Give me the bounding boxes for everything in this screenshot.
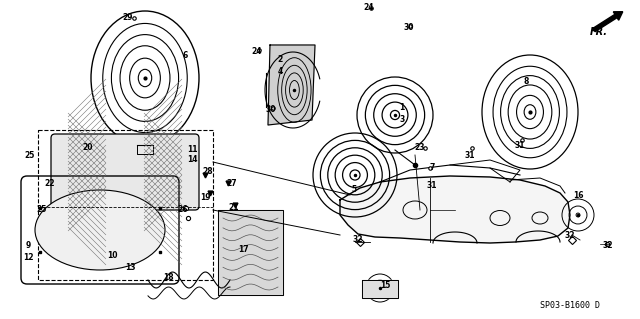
Text: 19: 19 xyxy=(200,194,211,203)
Text: 25: 25 xyxy=(25,151,35,160)
Polygon shape xyxy=(340,176,570,243)
Text: 17: 17 xyxy=(237,246,248,255)
Bar xyxy=(38,130,213,280)
Text: 21: 21 xyxy=(228,203,239,211)
Text: 7: 7 xyxy=(429,164,435,173)
Text: 24: 24 xyxy=(252,48,262,56)
Text: 30: 30 xyxy=(266,106,276,115)
Text: 8: 8 xyxy=(524,78,529,86)
Text: 31: 31 xyxy=(465,151,476,160)
Text: 27: 27 xyxy=(227,179,237,188)
Text: 23: 23 xyxy=(415,144,425,152)
Text: 9: 9 xyxy=(26,241,31,249)
Text: 3: 3 xyxy=(399,115,404,124)
Text: 4: 4 xyxy=(277,68,283,77)
Text: 32: 32 xyxy=(603,241,613,249)
FancyBboxPatch shape xyxy=(51,134,199,210)
Text: 32: 32 xyxy=(353,235,364,244)
Text: 11: 11 xyxy=(187,145,197,154)
Text: 12: 12 xyxy=(23,254,33,263)
Text: 31: 31 xyxy=(515,140,525,150)
Text: 25: 25 xyxy=(37,205,47,214)
Text: 31: 31 xyxy=(427,181,437,189)
Text: 5: 5 xyxy=(351,186,356,195)
Text: 2: 2 xyxy=(277,56,283,64)
Text: 13: 13 xyxy=(125,263,135,272)
Polygon shape xyxy=(268,45,315,125)
Text: 1: 1 xyxy=(399,103,404,113)
FancyArrow shape xyxy=(593,12,623,32)
Text: 14: 14 xyxy=(187,155,197,165)
Text: 22: 22 xyxy=(45,179,55,188)
Polygon shape xyxy=(218,210,283,295)
Text: 32: 32 xyxy=(564,231,575,240)
Text: 28: 28 xyxy=(203,167,213,176)
Text: 20: 20 xyxy=(83,144,93,152)
Text: 30: 30 xyxy=(404,24,414,33)
Text: 6: 6 xyxy=(182,50,188,60)
Text: 29: 29 xyxy=(123,13,133,23)
Text: 10: 10 xyxy=(107,251,117,261)
Text: 26: 26 xyxy=(178,205,188,214)
Text: SP03-B1600 D: SP03-B1600 D xyxy=(540,300,600,309)
Text: 15: 15 xyxy=(380,280,390,290)
Text: FR.: FR. xyxy=(590,27,608,37)
Text: 18: 18 xyxy=(163,273,173,283)
Text: 24: 24 xyxy=(364,4,374,12)
Polygon shape xyxy=(362,280,398,298)
Text: 16: 16 xyxy=(573,190,583,199)
Ellipse shape xyxy=(35,190,165,270)
